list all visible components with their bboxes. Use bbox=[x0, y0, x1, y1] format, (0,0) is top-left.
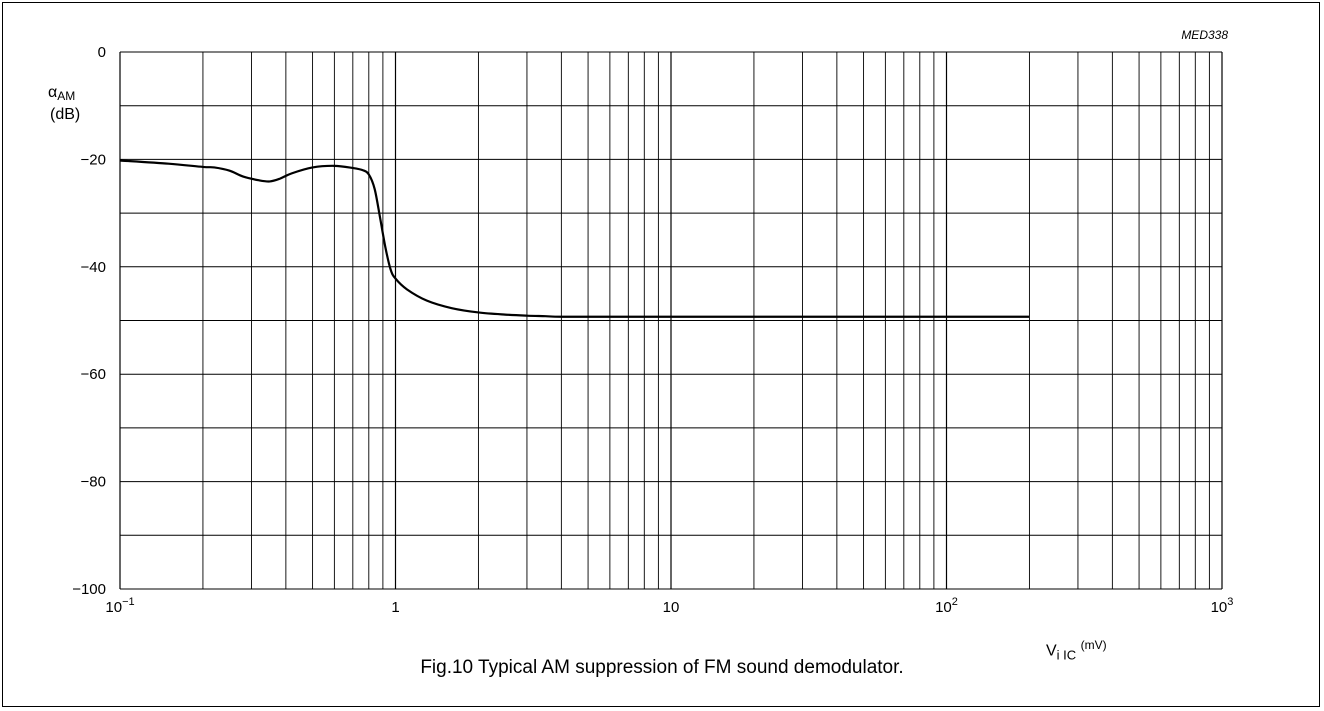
y-tick-label: −60 bbox=[81, 366, 106, 383]
x-axis-unit: (mV) bbox=[1080, 638, 1107, 652]
x-axis-subscript: i IC bbox=[1056, 647, 1077, 663]
y-axis-label: αAM bbox=[48, 84, 75, 103]
x-tick-label: 1 bbox=[391, 599, 399, 616]
y-axis-symbol: α bbox=[48, 84, 58, 101]
y-axis-subscript: AM bbox=[57, 89, 76, 103]
figure-id-label: MED338 bbox=[1181, 28, 1228, 42]
y-tick-label: −20 bbox=[81, 151, 106, 168]
figure-caption: Fig.10 Typical AM suppression of FM soun… bbox=[420, 657, 904, 678]
x-axis-symbol: V bbox=[1046, 642, 1057, 660]
x-tick-label: 10−1 bbox=[105, 596, 134, 616]
y-tick-label: −80 bbox=[81, 474, 106, 491]
y-tick-label: −40 bbox=[81, 259, 106, 276]
x-axis-label: Vi IC (mV) bbox=[1046, 638, 1107, 662]
x-tick-label: 103 bbox=[1211, 596, 1234, 616]
y-tick-label: −100 bbox=[72, 581, 106, 598]
am-suppression-curve bbox=[119, 159, 1030, 318]
y-axis-unit: (dB) bbox=[50, 106, 81, 123]
chart-grid bbox=[119, 51, 1223, 590]
y-tick-label: 0 bbox=[98, 44, 106, 61]
x-tick-label: 102 bbox=[935, 596, 958, 616]
x-tick-label: 10 bbox=[663, 599, 680, 616]
